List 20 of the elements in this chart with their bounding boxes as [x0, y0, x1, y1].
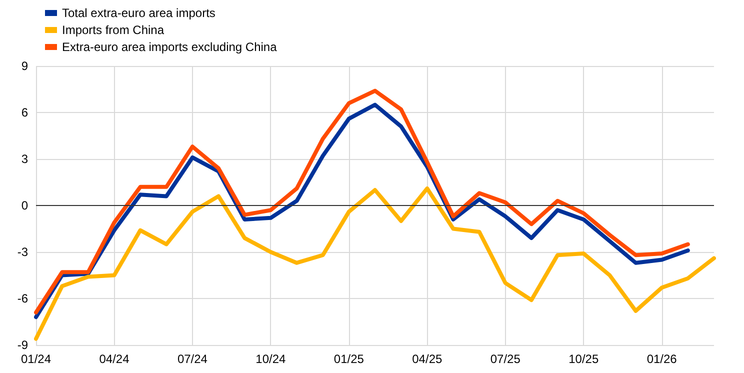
y-tick-label: 0 — [21, 198, 28, 212]
x-tick-label: 10/24 — [256, 352, 286, 366]
y-tick-label: -6 — [17, 292, 28, 306]
y-tick-label: -9 — [17, 338, 28, 352]
y-tick-label: -3 — [17, 245, 28, 259]
x-tick-label: 01/24 — [20, 352, 52, 366]
line-series — [34, 186, 716, 341]
x-tick-label: 01/25 — [334, 352, 364, 366]
x-tick-label: 04/25 — [412, 352, 442, 366]
x-tick-label: 07/25 — [490, 352, 521, 366]
legend-label: Extra-euro area imports excluding China — [62, 40, 278, 54]
y-tick-label: 3 — [21, 152, 28, 166]
y-tick-label: 6 — [21, 106, 28, 120]
x-tick-label: 04/24 — [99, 352, 130, 366]
legend-label: Imports from China — [62, 23, 164, 37]
x-tick-label: 01/26 — [646, 352, 678, 366]
y-tick-label: 9 — [21, 59, 28, 73]
x-tick-label: 10/25 — [568, 352, 599, 366]
x-tick-label: 07/24 — [177, 352, 208, 366]
legend-label: Total extra-euro area imports — [62, 6, 216, 20]
